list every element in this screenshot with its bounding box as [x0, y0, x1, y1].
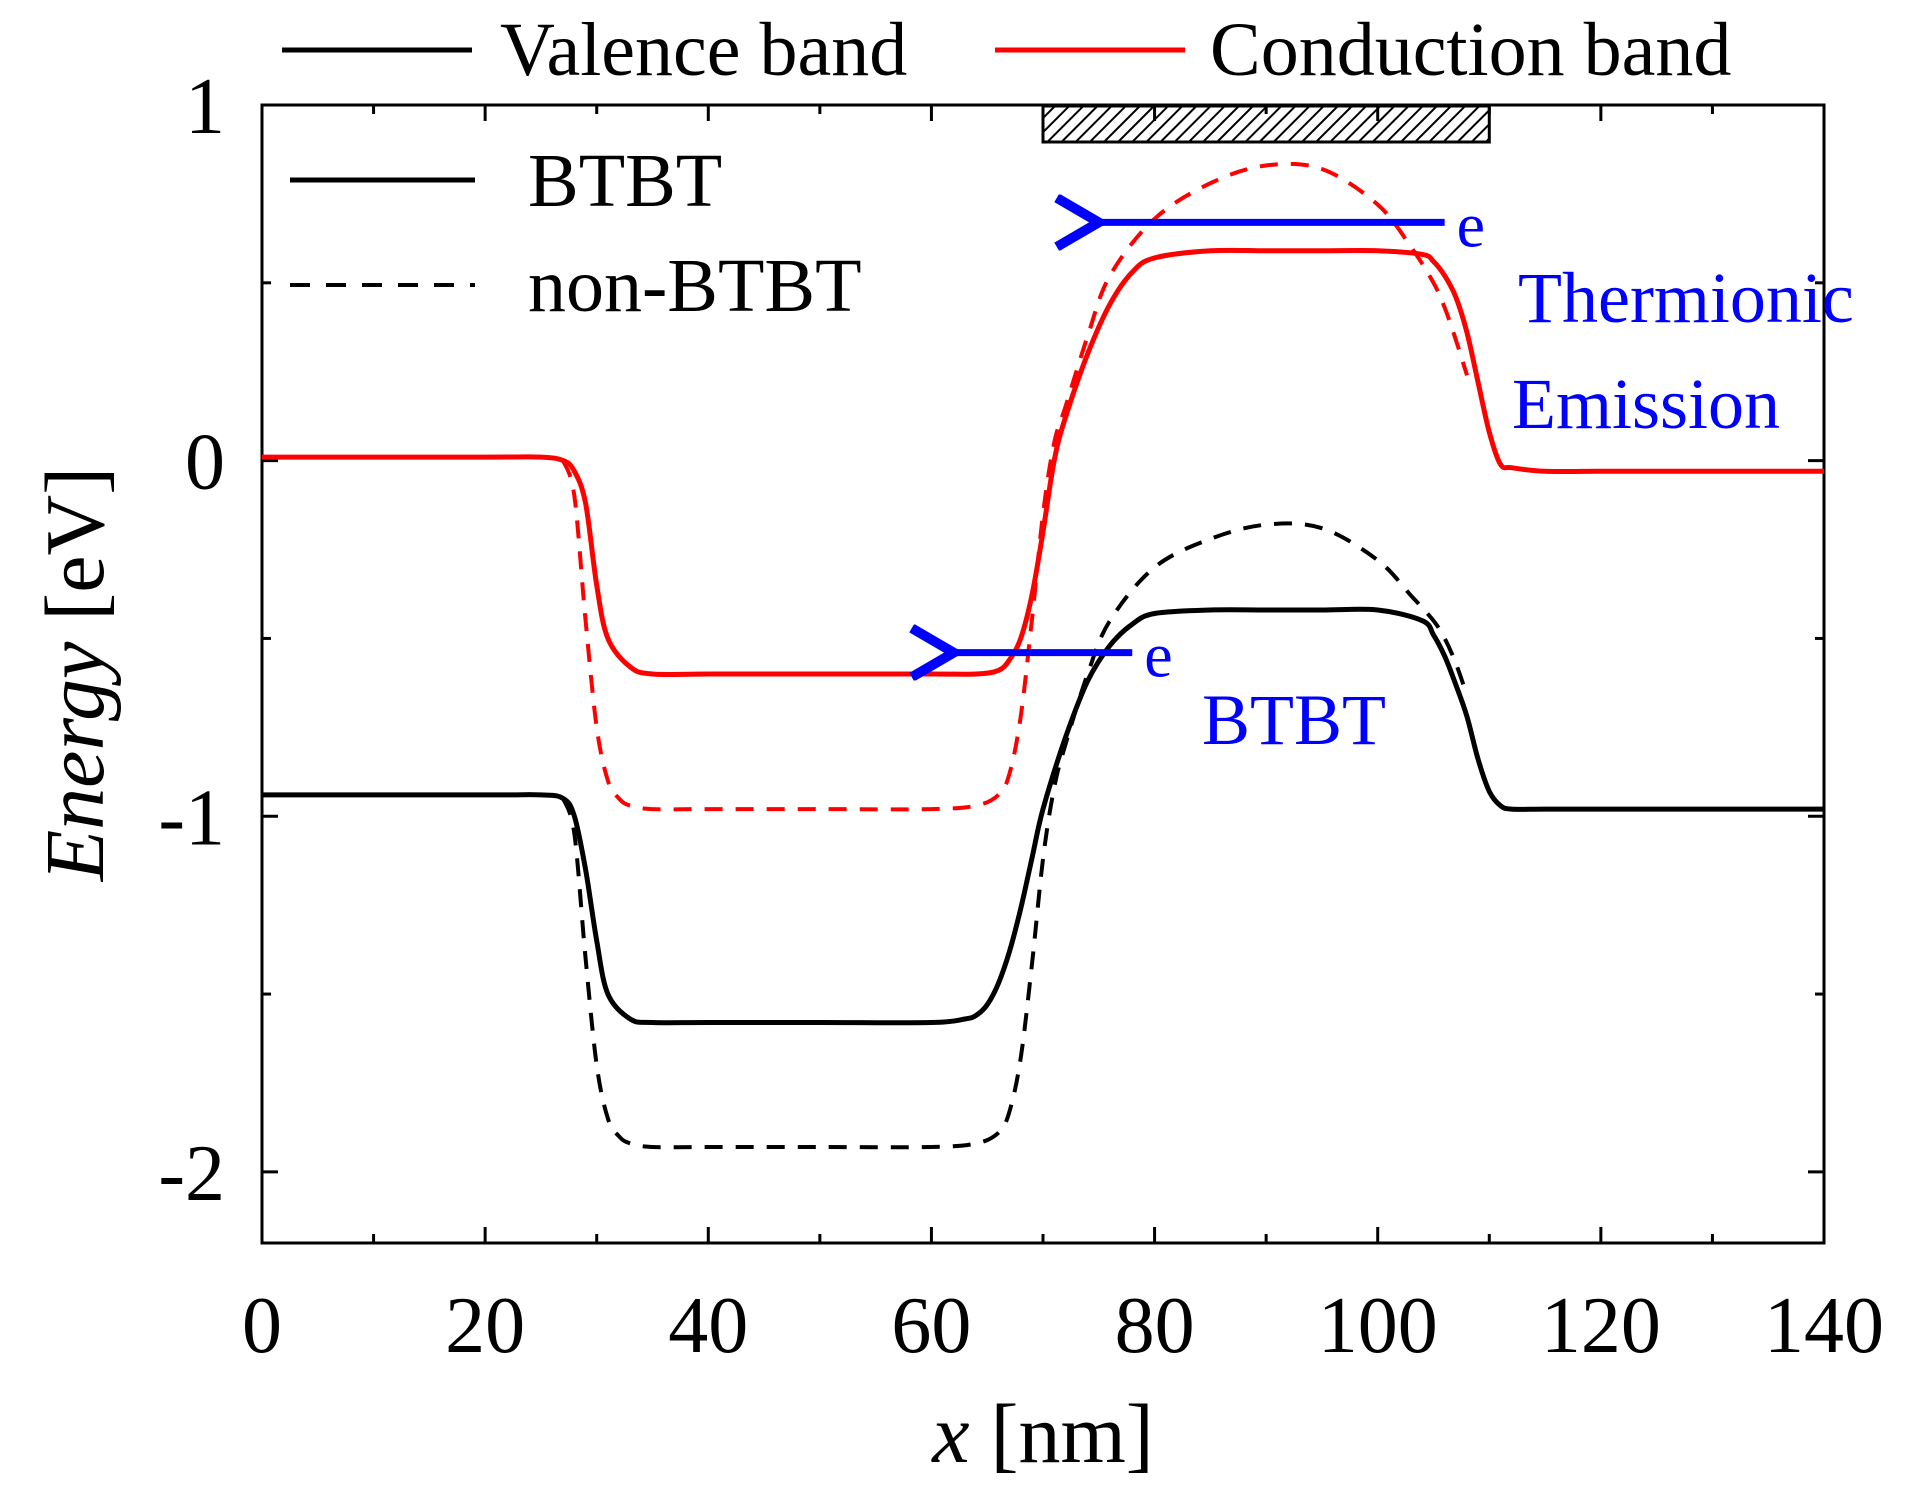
x-axis-variable: x	[930, 1388, 969, 1481]
annotation-emission: Emission	[1512, 364, 1780, 444]
series-line-0	[262, 247, 1824, 678]
x-axis-title: x [nm]	[930, 1388, 1154, 1481]
electron-label-0: e	[1457, 189, 1485, 260]
annotation-thermionic: Thermionic	[1518, 258, 1854, 338]
series-line-2	[262, 606, 1824, 1026]
legend-valence-label: Valence band	[500, 8, 907, 92]
x-tick-label: 80	[1115, 1282, 1195, 1370]
legend-bands: Valence band Conduction band	[282, 8, 1731, 92]
x-tick-label: 140	[1764, 1282, 1884, 1370]
x-tick-label: 120	[1541, 1282, 1661, 1370]
y-tick-label: 1	[185, 63, 225, 151]
x-tick-label: 60	[891, 1282, 971, 1370]
legend-styles: BTBT non-BTBT	[290, 139, 862, 328]
y-tick-label: -1	[158, 774, 225, 862]
y-tick-label: -2	[158, 1130, 225, 1218]
y-axis-unit: [eV]	[29, 467, 122, 621]
legend-conduction-label: Conduction band	[1210, 8, 1731, 92]
x-tick-label: 20	[445, 1282, 525, 1370]
annotation-btbt: BTBT	[1202, 680, 1386, 760]
series-group	[262, 161, 1824, 1150]
y-axis-title: Energy [eV]	[29, 467, 122, 882]
series-line-3	[561, 521, 1469, 1150]
electron-label-1: e	[1144, 620, 1172, 691]
annotations-group: ee	[954, 189, 1485, 691]
series-line-1	[561, 161, 1469, 812]
x-axis-unit: [nm]	[991, 1388, 1154, 1481]
x-tick-label: 40	[668, 1282, 748, 1370]
legend-btbt-label: BTBT	[528, 139, 722, 223]
y-axis-variable: Energy	[29, 641, 122, 882]
legend-nonbtbt-label: non-BTBT	[528, 244, 862, 328]
x-tick-label: 0	[242, 1282, 282, 1370]
axis-ticks: 0 20 40 60 80 100 120 140 -2 -1 0 1	[158, 63, 1884, 1370]
x-tick-label: 100	[1318, 1282, 1438, 1370]
y-tick-label: 0	[185, 419, 225, 507]
